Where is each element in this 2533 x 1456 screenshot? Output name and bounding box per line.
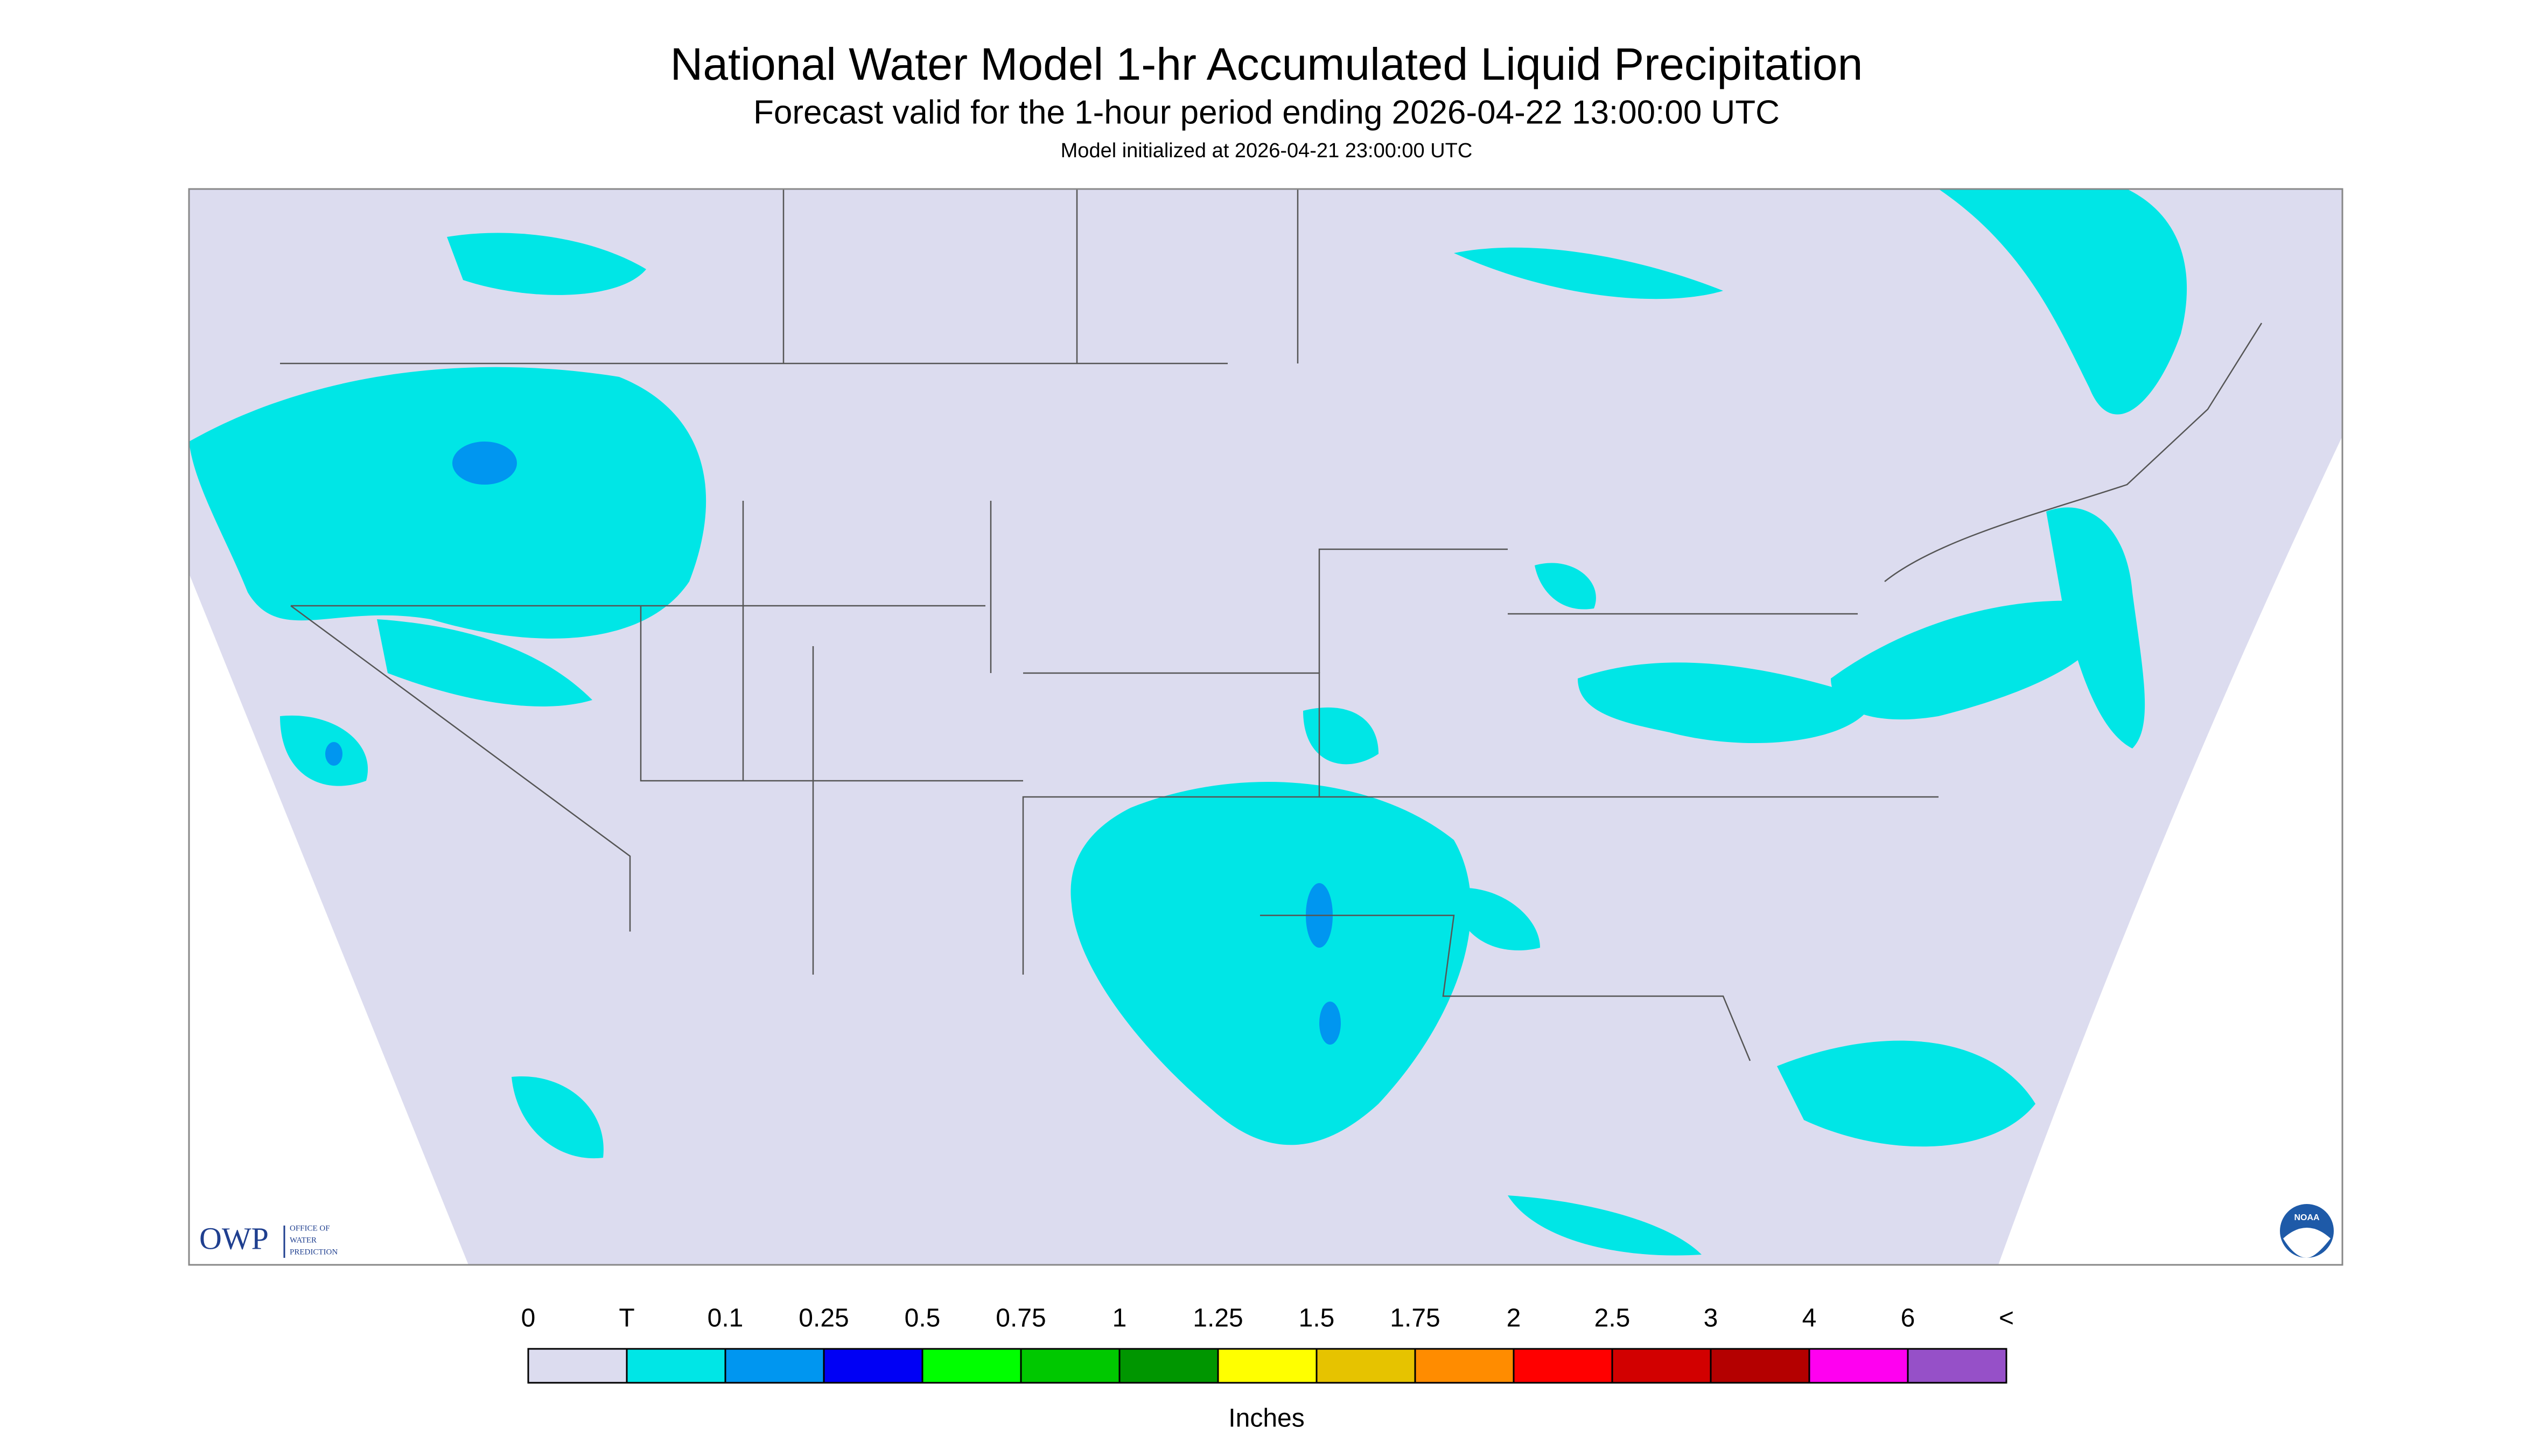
- title: National Water Model 1-hr Accumulated Li…: [670, 39, 1863, 89]
- legend-swatch: [823, 1348, 923, 1384]
- precip-area: [1508, 1195, 1702, 1256]
- precip-area: [512, 1076, 604, 1159]
- legend-label: 0.5: [905, 1304, 941, 1333]
- precip-area: [1831, 600, 2105, 720]
- legend-label: 1.25: [1193, 1304, 1243, 1333]
- legend-swatch: [1611, 1348, 1712, 1384]
- legend-swatch: [1316, 1348, 1416, 1384]
- border: [1884, 323, 2263, 582]
- precip-area: [280, 715, 368, 786]
- legend-label: 0.25: [799, 1304, 849, 1333]
- projection-mask: [189, 573, 468, 1265]
- map-frame: [188, 188, 2343, 1266]
- precip-area: [452, 442, 517, 485]
- owp-logo-subtext: OFFICE OF: [290, 1224, 330, 1233]
- legend-label: 0: [521, 1304, 536, 1333]
- precip-area: [1303, 707, 1379, 765]
- legend-swatch: [527, 1348, 628, 1384]
- border: [1260, 548, 1939, 1061]
- owp-logo-text: OWP: [199, 1221, 269, 1256]
- legend-label: 6: [1901, 1304, 1915, 1333]
- noaa-wave: [2283, 1228, 2331, 1258]
- legend-swatch: [1217, 1348, 1318, 1384]
- precip-area: [1578, 662, 1874, 743]
- subtitle: Forecast valid for the 1-hour period end…: [753, 94, 1780, 131]
- legend-swatch: [724, 1348, 825, 1384]
- borders: [280, 189, 2263, 1061]
- precip-area: [325, 742, 342, 766]
- precip-area: [1535, 563, 1596, 610]
- legend-swatch: [1020, 1348, 1121, 1384]
- precip-area: [189, 367, 706, 639]
- border: [290, 501, 1320, 975]
- precip-area: [1070, 782, 1471, 1145]
- init-time: Model initialized at 2026-04-21 23:00:00…: [1061, 139, 1473, 162]
- legend-swatch: [1513, 1348, 1613, 1384]
- precip-area: [1777, 1040, 2035, 1147]
- legend-label: T: [619, 1304, 634, 1333]
- precip-area: [447, 233, 646, 295]
- legend-swatch: [1414, 1348, 1515, 1384]
- legend-label: 2: [1507, 1304, 1521, 1333]
- legend-swatch: [921, 1348, 1022, 1384]
- precip-area: [1454, 247, 1723, 299]
- precip-area: [1939, 189, 2187, 415]
- precip-area: [2046, 507, 2145, 748]
- legend-label: 2.5: [1594, 1304, 1631, 1333]
- legend-label: 1.75: [1390, 1304, 1440, 1333]
- legend-label: 1.5: [1299, 1304, 1335, 1333]
- precip-area: [1319, 1002, 1341, 1045]
- legend-label: <: [1999, 1304, 2014, 1333]
- precipitation: [189, 189, 2187, 1256]
- legend: 0 T 0.1 0.25 0.5 0.75 1 1.25 1.5 1.75 2 2.5 3 4 6 <: [521, 1304, 2014, 1384]
- noaa-logo: NOAA: [2280, 1204, 2334, 1258]
- legend-swatch: [626, 1348, 726, 1384]
- map: OWP OFFICE OF WATER PREDICTION NOAA: [188, 188, 2343, 1266]
- border: [280, 189, 1299, 365]
- noaa-text: NOAA: [2294, 1213, 2320, 1222]
- legend-swatch: [1808, 1348, 1909, 1384]
- legend-label: 1: [1112, 1304, 1127, 1333]
- legend-swatch: [1710, 1348, 1810, 1384]
- legend-swatch: [1907, 1348, 2007, 1384]
- legend-label: 0.75: [996, 1304, 1046, 1333]
- precip-area: [1454, 887, 1540, 951]
- owp-logo-subtext: PREDICTION: [290, 1248, 338, 1256]
- legend-unit: Inches: [1228, 1404, 1304, 1433]
- owp-logo-subtext: WATER: [290, 1236, 317, 1244]
- legend-label: 3: [1704, 1304, 1718, 1333]
- projection-mask: [1998, 436, 2342, 1265]
- legend-swatch: [1118, 1348, 1219, 1384]
- legend-label: 0.1: [708, 1304, 744, 1333]
- legend-label: 4: [1802, 1304, 1817, 1333]
- precip-area: [377, 619, 592, 706]
- owp-logo: OWP OFFICE OF WATER PREDICTION: [199, 1221, 338, 1258]
